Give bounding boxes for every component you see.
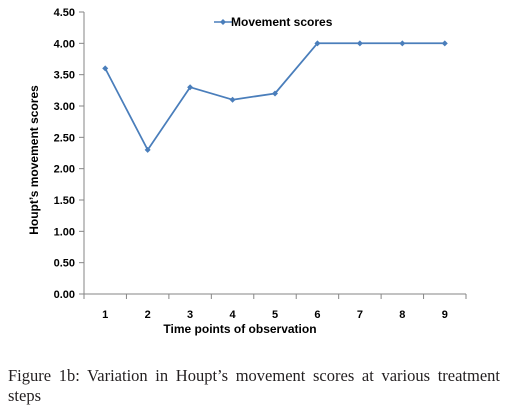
y-axis-ticks: 0.00 0.50 1.00 1.50 2.00 2.50 3.00 3.50 4.00 4.50 [54,7,84,301]
series-group [102,40,448,153]
x-tick-label: 3 [187,309,193,321]
data-point-marker [144,146,151,153]
x-axis-title: Time points of observation [163,322,316,336]
line-chart: 0.00 0.50 1.00 1.50 2.00 2.50 3.00 3.50 4.00 4.50… [27,7,467,336]
y-tick-label: 4.00 [54,38,75,50]
y-tick-label: 0.50 [54,258,75,270]
x-tick-label: 5 [272,309,278,321]
x-tick-label: 2 [145,309,151,321]
figure-caption: Figure 1b: Variation in Houpt’s movement… [8,366,500,405]
data-point-marker [229,96,236,103]
data-point-marker [441,40,448,47]
data-point-marker [272,90,278,97]
y-tick-label: 4.50 [54,7,75,19]
y-axis-title: Houpt’s movement scores [27,85,41,235]
y-tick-label: 2.50 [54,132,75,144]
x-tick-label: 7 [357,309,363,321]
y-tick-label: 3.00 [54,101,75,113]
x-tick-label: 6 [314,309,320,321]
x-tick-label: 4 [229,309,236,321]
legend-marker-swatch [220,19,226,25]
data-point-marker [356,40,363,47]
legend: Movement scores [214,15,333,29]
x-tick-label: 1 [102,309,108,321]
x-tick-label: 8 [399,309,405,321]
y-tick-label: 2.00 [54,164,75,176]
data-point-marker [399,40,406,47]
y-tick-label: 0.00 [54,289,75,301]
y-tick-label: 1.00 [54,226,75,238]
x-tick-label: 9 [442,309,448,321]
y-tick-label: 3.50 [54,70,75,82]
series-line [104,42,445,151]
data-point-marker [314,40,321,47]
legend-label: Movement scores [231,15,333,29]
y-tick-label: 1.50 [54,195,75,207]
data-point-marker [102,65,109,72]
x-axis-ticks: 1 2 3 4 5 6 7 8 9 [83,294,467,321]
data-point-marker [187,84,194,91]
